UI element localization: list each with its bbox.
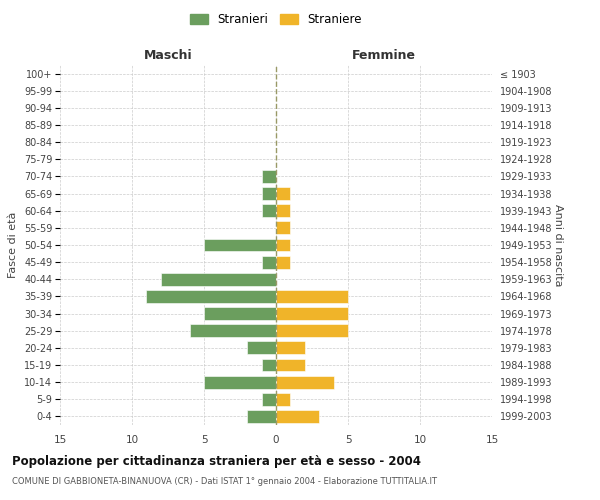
Bar	[204, 307, 276, 320]
Bar	[276, 324, 348, 337]
Bar	[247, 410, 276, 423]
Bar	[276, 204, 290, 217]
Text: COMUNE DI GABBIONETA-BINANUOVA (CR) - Dati ISTAT 1° gennaio 2004 - Elaborazione : COMUNE DI GABBIONETA-BINANUOVA (CR) - Da…	[12, 478, 437, 486]
Bar	[190, 324, 276, 337]
Bar	[204, 376, 276, 388]
Bar	[276, 222, 290, 234]
Bar	[276, 358, 305, 372]
Text: Maschi: Maschi	[143, 48, 193, 62]
Bar	[276, 238, 290, 252]
Bar	[276, 256, 290, 268]
Bar	[276, 342, 305, 354]
Bar	[276, 393, 290, 406]
Bar	[161, 273, 276, 285]
Bar	[262, 187, 276, 200]
Bar	[204, 238, 276, 252]
Bar	[262, 256, 276, 268]
Y-axis label: Fasce di età: Fasce di età	[8, 212, 19, 278]
Bar	[262, 204, 276, 217]
Bar	[276, 307, 348, 320]
Text: Popolazione per cittadinanza straniera per età e sesso - 2004: Popolazione per cittadinanza straniera p…	[12, 455, 421, 468]
Y-axis label: Anni di nascita: Anni di nascita	[553, 204, 563, 286]
Bar	[262, 358, 276, 372]
Bar	[262, 170, 276, 183]
Bar	[247, 342, 276, 354]
Bar	[276, 376, 334, 388]
Bar	[276, 290, 348, 303]
Text: Femmine: Femmine	[352, 48, 416, 62]
Legend: Stranieri, Straniere: Stranieri, Straniere	[185, 8, 367, 31]
Bar	[146, 290, 276, 303]
Bar	[276, 410, 319, 423]
Bar	[262, 393, 276, 406]
Bar	[276, 187, 290, 200]
